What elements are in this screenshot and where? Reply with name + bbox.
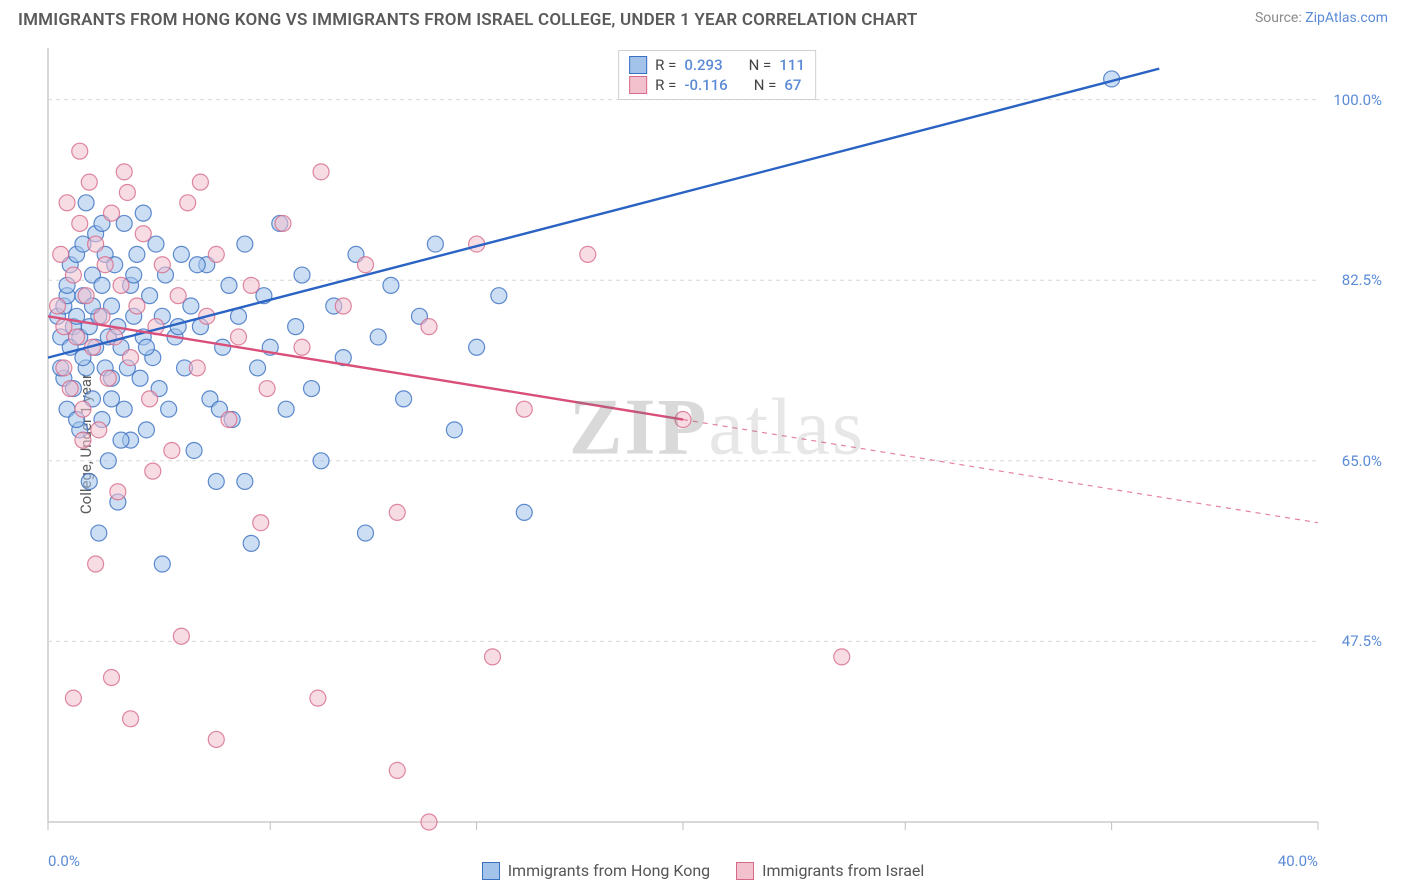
source-link[interactable]: ZipAtlas.com [1305, 10, 1388, 26]
chart-area: College, Under 1 year ZIPatlas R =0.293N… [46, 46, 1388, 842]
legend-r-value: 0.293 [684, 56, 722, 74]
legend-n-label: N = [749, 56, 772, 74]
series-label: Immigrants from Israel [762, 861, 924, 880]
chart-title: IMMIGRANTS FROM HONG KONG VS IMMIGRANTS … [18, 10, 918, 30]
source-credit: Source: ZipAtlas.com [1255, 10, 1388, 26]
legend-n-value: 67 [784, 76, 801, 94]
series-legend: Immigrants from Hong Kong Immigrants from… [0, 861, 1406, 880]
legend-n-value: 111 [779, 56, 805, 74]
y-tick-label: 82.5% [1342, 271, 1382, 289]
scatter-plot [46, 46, 1388, 842]
y-tick-label: 47.5% [1342, 632, 1382, 650]
series-label: Immigrants from Hong Kong [508, 861, 710, 880]
series-swatch-il [736, 862, 754, 880]
legend-row-il: R = -0.116 N = 67 [629, 75, 805, 95]
legend-r-value: -0.116 [684, 76, 727, 94]
y-tick-label: 100.0% [1333, 91, 1382, 109]
correlation-legend: R =0.293N =111R =-0.116N =67 [618, 50, 816, 100]
series-legend-item-hk: Immigrants from Hong Kong [482, 861, 710, 880]
y-tick-label: 65.0% [1342, 452, 1382, 470]
legend-n-label: N = [754, 76, 777, 94]
series-swatch-hk [482, 862, 500, 880]
legend-row-hk: R = 0.293 N = 111 [629, 55, 805, 75]
legend-r-label: R = [655, 56, 676, 74]
legend-swatch-il [629, 76, 647, 94]
legend-r-label: R = [655, 76, 676, 94]
legend-swatch-hk [629, 56, 647, 74]
chart-header: IMMIGRANTS FROM HONG KONG VS IMMIGRANTS … [0, 0, 1406, 36]
source-label: Source: [1255, 10, 1302, 26]
series-legend-item-il: Immigrants from Israel [736, 861, 924, 880]
